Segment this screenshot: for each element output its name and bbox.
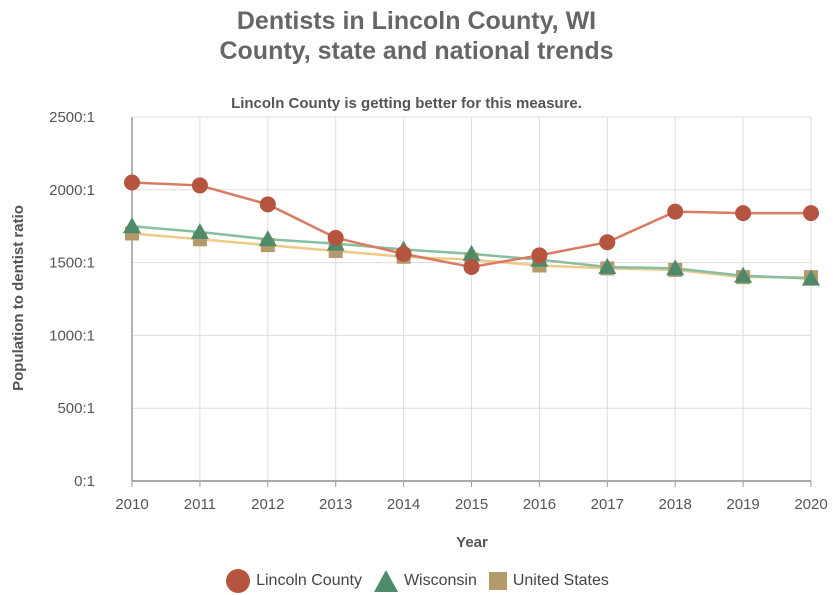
x-axis-label: Year — [456, 534, 488, 551]
y-tick-label: 0:1 — [74, 473, 95, 490]
chart-annotation: Lincoln County is getting better for thi… — [231, 95, 582, 112]
legend-item-lincoln-county[interactable]: Lincoln County — [224, 567, 362, 595]
chart-title: Dentists in Lincoln County, WI — [236, 7, 597, 35]
data-point-wisconsin — [734, 266, 753, 283]
x-tick-label: 2013 — [319, 496, 352, 513]
x-tick-label: 2019 — [726, 496, 759, 513]
x-tick-label: 2014 — [387, 496, 420, 513]
y-tick-label: 1500:1 — [49, 255, 95, 272]
triangle-marker-icon — [373, 570, 398, 592]
line-chart: 2010 2011 2012 2013 2014 2015 2016 2017 2018 2019… — [10, 109, 828, 551]
data-point-lincoln-county — [531, 247, 548, 264]
data-point-wisconsin — [598, 257, 617, 274]
data-point-lincoln-county — [463, 258, 480, 275]
data-point-lincoln-county — [124, 174, 140, 191]
x-tick-label: 2011 — [184, 496, 216, 513]
data-point-lincoln-county — [803, 205, 819, 222]
data-point-lincoln-county — [667, 203, 684, 220]
x-tick-label: 2020 — [794, 496, 827, 513]
x-tick-label: 2012 — [251, 496, 284, 513]
data-point-lincoln-county — [395, 245, 412, 262]
legend-label: Lincoln County — [256, 572, 362, 589]
series-markers — [123, 174, 820, 286]
legend: Lincoln County Wisconsin United States — [0, 567, 833, 595]
y-tick-label: 1000:1 — [49, 327, 95, 344]
circle-marker-icon — [226, 569, 251, 593]
legend-item-wisconsin[interactable]: Wisconsin — [372, 568, 477, 594]
data-point-wisconsin — [802, 269, 820, 286]
legend-label: Wisconsin — [403, 572, 477, 589]
data-point-wisconsin — [462, 244, 481, 261]
y-tick-label: 2000:1 — [49, 182, 95, 199]
y-tick-label: 500:1 — [57, 400, 95, 417]
legend-item-united-states[interactable]: United States — [487, 570, 609, 592]
square-marker-icon — [488, 572, 507, 590]
data-point-wisconsin — [123, 217, 141, 234]
data-point-lincoln-county — [327, 229, 344, 246]
data-point-lincoln-county — [599, 234, 616, 251]
y-tick-labels: 0:1 500:1 1000:1 1500:1 2000:1 2500:1 — [49, 109, 95, 490]
data-point-wisconsin — [258, 230, 277, 247]
x-tick-label: 2018 — [659, 496, 692, 513]
data-point-lincoln-county — [735, 205, 752, 222]
x-tick-labels: 2010 2011 2012 2013 2014 2015 2016 2017 2018 2019… — [115, 496, 827, 513]
x-tick-label: 2015 — [455, 496, 488, 513]
legend-label: United States — [512, 572, 609, 589]
y-axis-label: Population to dentist ratio — [10, 205, 27, 391]
data-point-wisconsin — [190, 223, 209, 240]
x-tick-label: 2017 — [591, 496, 624, 513]
data-point-lincoln-county — [259, 196, 276, 213]
x-tick-label: 2016 — [523, 496, 556, 513]
chart-subtitle: County, state and national trends — [219, 37, 614, 65]
x-tick-label: 2010 — [115, 496, 148, 513]
data-point-lincoln-county — [191, 177, 208, 194]
y-tick-label: 2500:1 — [49, 109, 95, 126]
data-point-wisconsin — [666, 259, 685, 276]
grid-lines — [132, 116, 812, 481]
